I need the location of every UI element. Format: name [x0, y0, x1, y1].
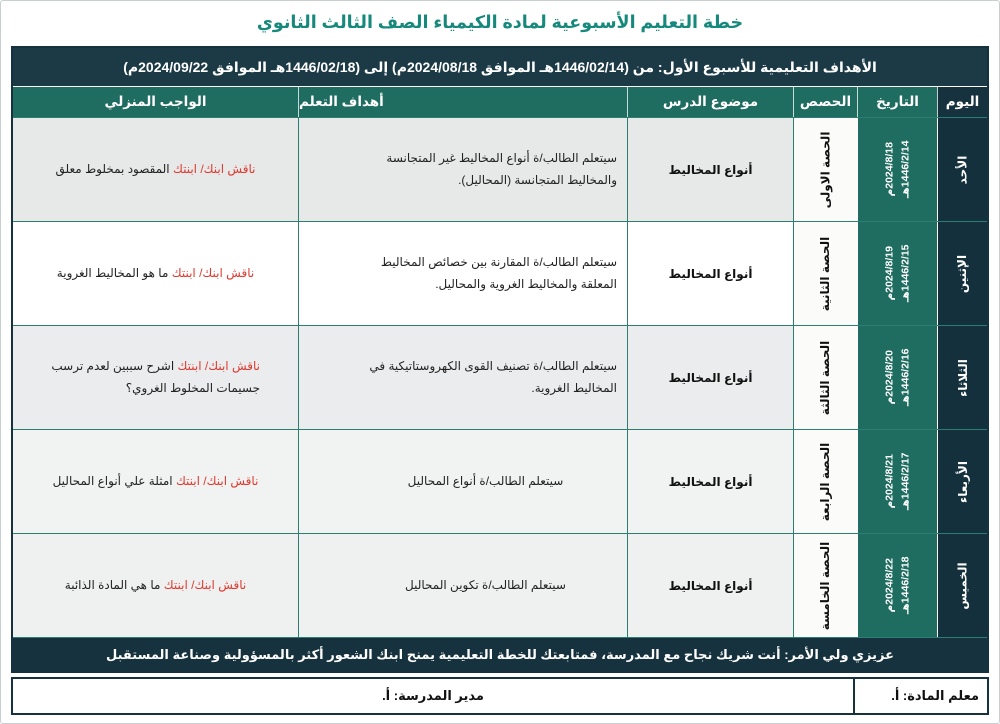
- date-hijri: 1446/2/17هـ: [899, 452, 912, 511]
- homework-prompt: ناقش ابنك/ ابنتك: [171, 265, 255, 280]
- week-objectives-header: الأهداف التعليمية للأسبوع الأول: من (144…: [13, 48, 987, 86]
- col-header-objectives: أهداف التعلم: [298, 87, 627, 117]
- homework-text: اشرح سببين لعدم ترسب جسيمات المخلوط الغر…: [51, 358, 260, 395]
- page-title: خطة التعليم الأسبوعية لمادة الكيمياء الص…: [256, 12, 744, 32]
- homework-prompt: ناقش ابنك/ ابنتك: [177, 358, 260, 373]
- date-hijri: 1446/2/15هـ: [899, 244, 912, 303]
- homework-cell: ناقش ابنك/ ابنتك امثلة علي أنواع المحالي…: [13, 430, 298, 533]
- date-cell: 2024/8/19م 1446/2/15هـ: [857, 222, 937, 325]
- date-gregorian: 2024/8/20م: [883, 350, 896, 405]
- col-header-topic: موضوع الدرس: [627, 87, 793, 117]
- col-header-homework: الواجب المنزلي: [104, 94, 207, 109]
- homework-cell: ناقش ابنك/ ابنتك ما هي المادة الذائبة: [13, 534, 298, 637]
- date-gregorian: 2024/8/19م: [883, 246, 896, 301]
- table-row: الخميس 2024/8/22م 1446/2/18هـ الحصة الخا…: [13, 533, 987, 637]
- date-hijri: 1446/2/16هـ: [899, 348, 912, 407]
- homework-text: امثلة علي أنواع المحاليل: [52, 473, 173, 488]
- date-gregorian: 2024/8/22م: [883, 558, 896, 613]
- objective-cell: سيتعلم الطالب/ة المقارنة بين خصائص المخا…: [298, 222, 627, 325]
- date-gregorian: 2024/8/18م: [883, 142, 896, 197]
- date-cell: 2024/8/18م 1446/2/14هـ: [857, 118, 937, 221]
- homework-prompt: ناقش ابنك/ ابنتك: [172, 161, 256, 176]
- date-stack: 2024/8/18م 1446/2/14هـ: [881, 141, 914, 199]
- homework-text: المقصود بمخلوط معلق: [55, 161, 170, 176]
- date-hijri: 1446/2/14هـ: [899, 140, 912, 199]
- day-cell: الثلاثاء: [937, 326, 987, 429]
- topic-cell: أنواع المخاليط: [627, 430, 793, 533]
- principal-signature: مدير المدرسة: أ.: [382, 688, 484, 703]
- objective-cell: سيتعلم الطالب/ة تكوين المحاليل: [298, 534, 627, 637]
- table-row: الثلاثاء 2024/8/20م 1446/2/16هـ الحصة ال…: [13, 325, 987, 429]
- objective-cell: سيتعلم الطالب/ة أنواع المخاليط غير المتج…: [298, 118, 627, 221]
- period-cell: الحصة الرابعة: [793, 430, 857, 533]
- topic-cell: أنواع المخاليط: [627, 118, 793, 221]
- date-stack: 2024/8/21م 1446/2/17هـ: [881, 453, 914, 511]
- date-stack: 2024/8/22م 1446/2/18هـ: [881, 557, 914, 615]
- day-cell: الإثنين: [937, 222, 987, 325]
- weekly-plan-table: الأهداف التعليمية للأسبوع الأول: من (144…: [11, 46, 989, 673]
- homework-cell: ناقش ابنك/ ابنتك ما هو المخاليط الغروية: [13, 222, 298, 325]
- col-header-date: التاريخ: [857, 87, 937, 117]
- period-cell: الحصة الثانية: [793, 222, 857, 325]
- topic-cell: أنواع المخاليط: [627, 534, 793, 637]
- column-header-row: اليوم التاريخ الحصص موضوع الدرس أهداف ال…: [13, 86, 987, 117]
- day-cell: الأحد: [937, 118, 987, 221]
- col-header-periods: الحصص: [793, 87, 857, 117]
- col-header-day: اليوم: [937, 87, 987, 117]
- date-cell: 2024/8/21م 1446/2/17هـ: [857, 430, 937, 533]
- date-hijri: 1446/2/18هـ: [899, 556, 912, 615]
- date-cell: 2024/8/20م 1446/2/16هـ: [857, 326, 937, 429]
- table-row: الأحد 2024/8/18م 1446/2/14هـ الحصة الاول…: [13, 117, 987, 221]
- period-cell: الحصة الاولى: [793, 118, 857, 221]
- objective-cell: سيتعلم الطالب/ة تصنيف القوى الكهروستاتيك…: [298, 326, 627, 429]
- subject-teacher-signature: معلم المادة: أ.: [853, 679, 987, 713]
- day-cell: الأربعاء: [937, 430, 987, 533]
- topic-cell: أنواع المخاليط: [627, 222, 793, 325]
- homework-prompt: ناقش ابنك/ ابنتك: [163, 577, 247, 592]
- day-cell: الخميس: [937, 534, 987, 637]
- signature-bar: معلم المادة: أ. مدير المدرسة: أ.: [11, 677, 989, 715]
- homework-text: ما هو المخاليط الغروية: [56, 265, 169, 280]
- parent-note-band: عزيزي ولي الأمر: أنت شريك نجاح مع المدرس…: [13, 637, 987, 671]
- date-gregorian: 2024/8/21م: [883, 454, 896, 509]
- date-cell: 2024/8/22م 1446/2/18هـ: [857, 534, 937, 637]
- homework-prompt: ناقش ابنك/ ابنتك: [175, 473, 259, 488]
- homework-text: ما هي المادة الذائبة: [64, 577, 161, 592]
- objective-cell: سيتعلم الطالب/ة أنواع المحاليل: [298, 430, 627, 533]
- period-cell: الحصة الثالثة: [793, 326, 857, 429]
- homework-cell: ناقش ابنك/ ابنتك اشرح سببين لعدم ترسب جس…: [13, 326, 298, 429]
- homework-cell: ناقش ابنك/ ابنتك المقصود بمخلوط معلق: [13, 118, 298, 221]
- table-row: الإثنين 2024/8/19م 1446/2/15هـ الحصة الث…: [13, 221, 987, 325]
- topic-cell: أنواع المخاليط: [627, 326, 793, 429]
- date-stack: 2024/8/19م 1446/2/15هـ: [881, 245, 914, 303]
- date-stack: 2024/8/20م 1446/2/16هـ: [881, 349, 914, 407]
- period-cell: الحصة الخامسة: [793, 534, 857, 637]
- table-row: الأربعاء 2024/8/21م 1446/2/17هـ الحصة ال…: [13, 429, 987, 533]
